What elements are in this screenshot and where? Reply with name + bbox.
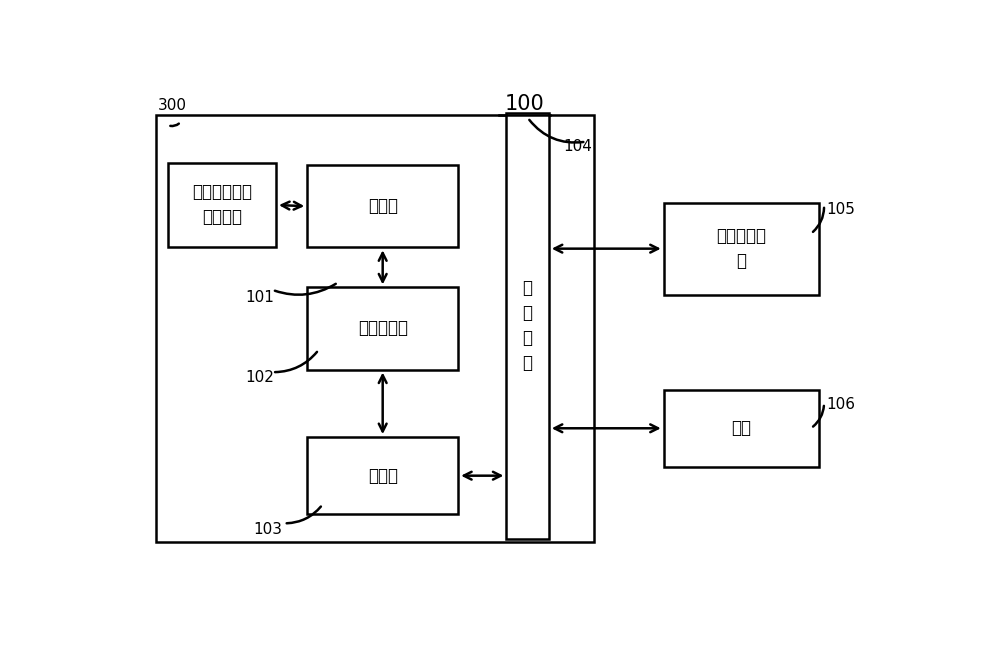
Text: 106: 106	[826, 397, 855, 412]
Text: 外
设
接
口: 外 设 接 口	[523, 279, 533, 373]
Text: 处理器: 处理器	[368, 467, 398, 485]
Text: 105: 105	[826, 202, 855, 218]
Bar	[506, 113, 549, 539]
Text: 100: 100	[504, 94, 544, 114]
Bar	[168, 163, 276, 248]
Text: 光机: 光机	[731, 419, 751, 437]
Text: 103: 103	[253, 522, 282, 537]
Text: 投影画面几何
校正装置: 投影画面几何 校正装置	[192, 183, 252, 227]
Text: 300: 300	[158, 98, 187, 113]
Bar	[307, 287, 458, 369]
Bar	[664, 202, 819, 295]
Bar	[156, 115, 594, 542]
Text: 存储器: 存储器	[368, 197, 398, 215]
Bar	[307, 437, 458, 515]
Text: 存储控制器: 存储控制器	[358, 319, 408, 338]
Text: 101: 101	[245, 290, 274, 305]
Bar	[307, 165, 458, 248]
Text: 102: 102	[245, 369, 274, 385]
Text: 输入输出单
元: 输入输出单 元	[716, 227, 766, 270]
Text: 104: 104	[563, 139, 592, 154]
Bar	[664, 389, 819, 467]
